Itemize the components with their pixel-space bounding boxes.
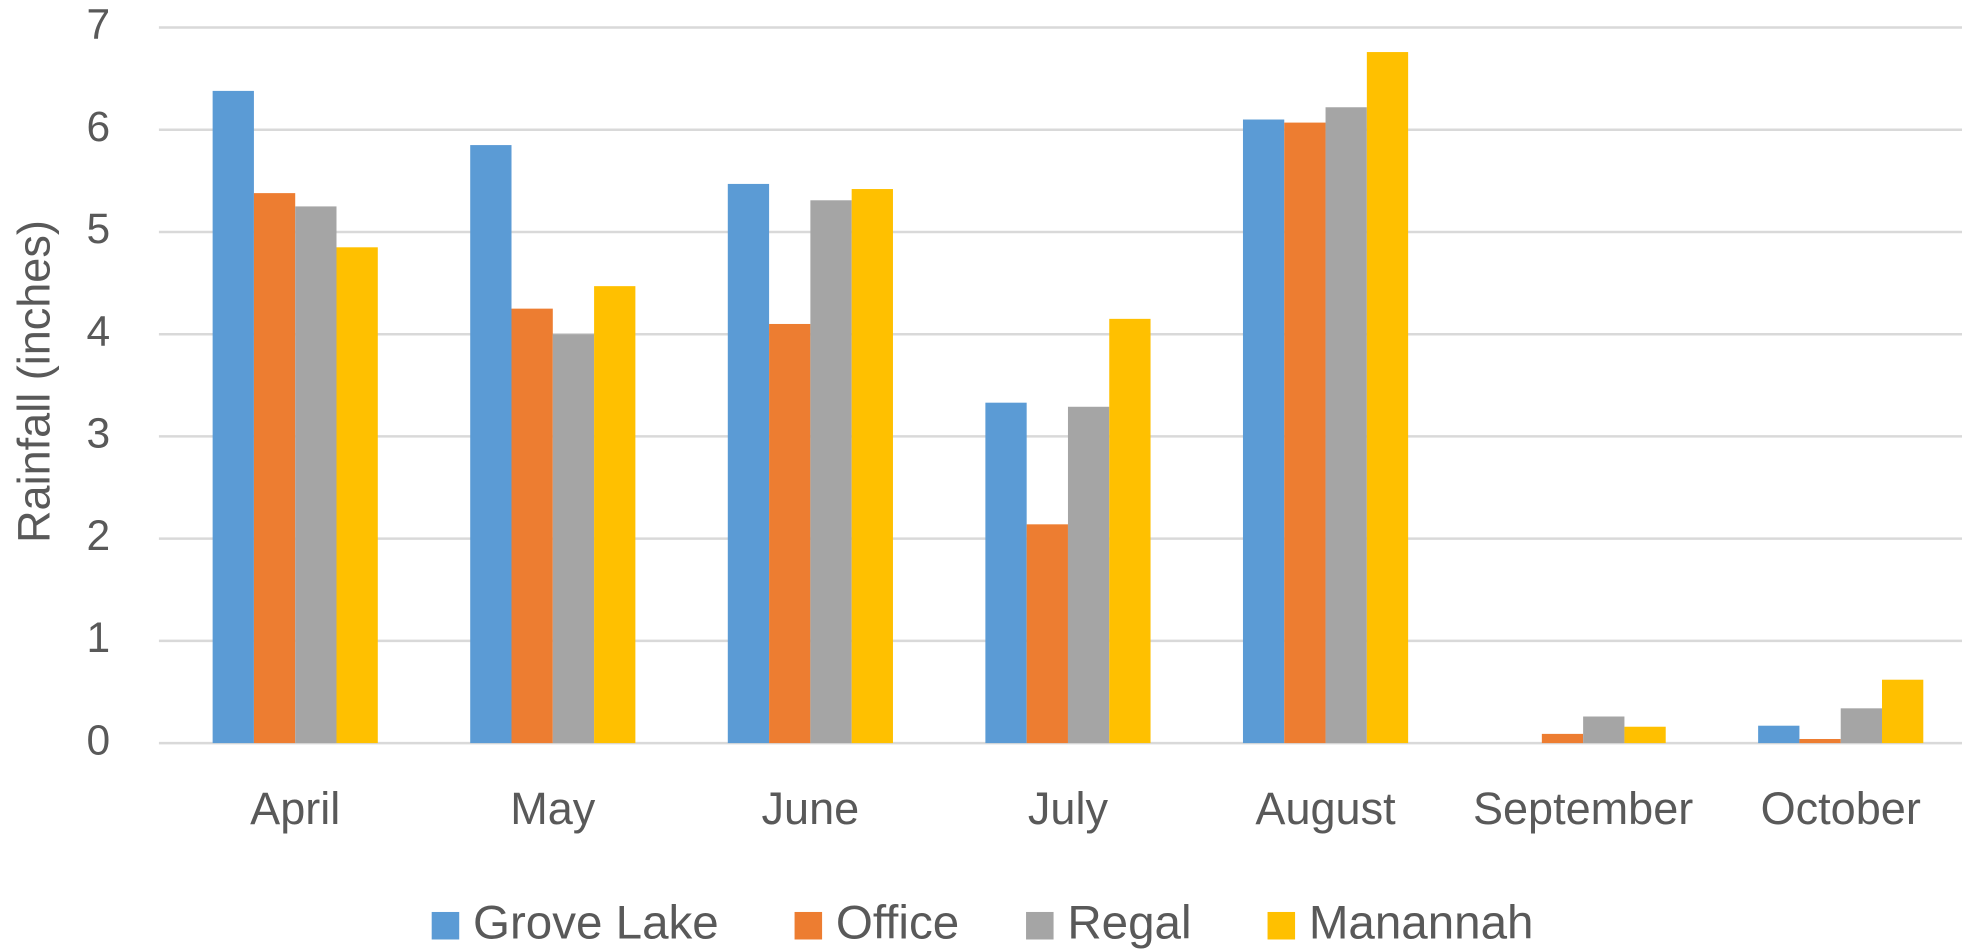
bar: [1840, 708, 1883, 744]
bar: [1366, 52, 1409, 744]
legend-swatch: [1026, 911, 1054, 940]
bar: [552, 334, 595, 744]
legend-label: Manannah: [1309, 896, 1534, 949]
bar: [1758, 725, 1800, 744]
bar: [810, 200, 852, 744]
bar: [1541, 733, 1584, 744]
bar: [727, 183, 770, 744]
bar: [253, 193, 296, 744]
y-tick-label: 7: [86, 1, 110, 49]
bar: [1067, 406, 1110, 744]
y-tick-label: 2: [86, 512, 110, 560]
bar: [1325, 107, 1367, 744]
bar: [1624, 726, 1666, 744]
x-tick-label: October: [1761, 783, 1921, 834]
bar: [212, 90, 254, 744]
bar: [1242, 119, 1285, 744]
y-tick-label: 6: [86, 103, 110, 151]
legend-swatch: [794, 911, 823, 940]
bar: [1109, 318, 1151, 744]
bar: [1026, 524, 1068, 744]
bar: [1284, 122, 1326, 744]
y-tick-label: 3: [86, 410, 110, 458]
y-tick-label: 0: [86, 716, 110, 764]
bar: [594, 286, 636, 744]
legend-label: Regal: [1067, 896, 1191, 949]
x-tick-label: August: [1255, 783, 1396, 834]
legend-label: Office: [836, 896, 959, 949]
bar: [295, 206, 337, 744]
bar: [1583, 716, 1625, 744]
legend-swatch: [431, 911, 460, 940]
x-tick-label: May: [510, 783, 596, 834]
x-tick-label: July: [1028, 783, 1109, 834]
bar: [985, 402, 1027, 744]
y-tick-label: 1: [86, 614, 110, 662]
bar: [470, 145, 512, 744]
y-axis-label: Rainfall (inches): [8, 220, 59, 543]
legend-label: Grove Lake: [473, 896, 719, 949]
x-tick-label: April: [250, 783, 340, 834]
bar: [769, 323, 811, 744]
x-tick-label: June: [762, 783, 860, 834]
x-tick-label: September: [1473, 783, 1693, 834]
bar: [851, 189, 893, 744]
legend-swatch: [1267, 911, 1296, 940]
bar: [1799, 738, 1841, 744]
bar: [511, 308, 553, 744]
bar: [336, 247, 378, 744]
y-tick-label: 4: [86, 307, 110, 355]
bar: [1882, 679, 1924, 744]
y-tick-label: 5: [86, 205, 110, 253]
